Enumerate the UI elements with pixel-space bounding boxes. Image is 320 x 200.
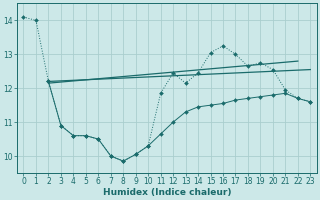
X-axis label: Humidex (Indice chaleur): Humidex (Indice chaleur) bbox=[103, 188, 231, 197]
